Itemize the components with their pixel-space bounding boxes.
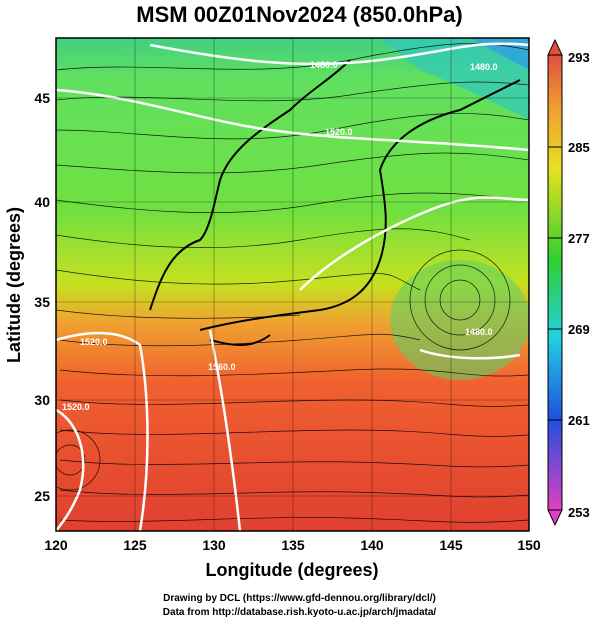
colorbar-max-arrow [547, 38, 563, 56]
credit-line-dcl: Drawing by DCL (https://www.gfd-dennou.o… [163, 593, 436, 604]
colorbar-tick-label: 253 [568, 505, 590, 520]
y-tick-label: 40 [34, 194, 50, 210]
coastlines [149, 59, 521, 346]
colorbar: 293 285 277 269 261 253 [547, 38, 590, 527]
x-tick-label: 120 [44, 537, 68, 553]
colorbar-min-arrow [547, 509, 563, 527]
x-tick-label: 130 [202, 537, 226, 553]
colorbar-tick-label: 293 [568, 50, 590, 65]
x-tick-label: 140 [360, 537, 384, 553]
x-tick-label: 145 [439, 537, 463, 553]
contour-label: 1520.0 [62, 402, 90, 412]
wind-streamlines [56, 43, 529, 523]
y-tick-label: 30 [34, 392, 50, 408]
colorbar-tick-label: 277 [568, 231, 590, 246]
contour-label: 1520.0 [325, 127, 353, 137]
contour-label: 1480.0 [465, 327, 493, 337]
gridlines [56, 38, 529, 531]
x-tick-label: 125 [123, 537, 147, 553]
y-tick-label: 25 [34, 488, 50, 504]
x-axis-label: Longitude (degrees) [205, 560, 378, 580]
temperature-field: 1480.0 1520.0 1520.0 1560.0 1480.0 1520.… [56, 38, 529, 531]
y-tick-label: 35 [34, 294, 50, 310]
colorbar-tick-label: 261 [568, 413, 590, 428]
credit-line-data: Data from http://database.rish.kyoto-u.a… [162, 607, 437, 618]
contour-label: 1560.0 [208, 362, 236, 372]
height-contours [56, 42, 529, 531]
y-tick-label: 45 [34, 90, 50, 106]
map-title: MSM 00Z01Nov2024 (850.0hPa) [136, 2, 463, 27]
x-tick-label: 150 [517, 537, 541, 553]
contour-label: 1480.0 [310, 60, 338, 70]
plot-frame [55, 37, 530, 532]
y-axis-label: Latitude (degrees) [4, 207, 24, 363]
x-tick-label: 135 [281, 537, 305, 553]
colorbar-tick-label: 285 [568, 140, 590, 155]
contour-label: 1520.0 [80, 337, 108, 347]
contour-label: 1480.0 [470, 62, 498, 72]
colorbar-tick-label: 269 [568, 322, 590, 337]
